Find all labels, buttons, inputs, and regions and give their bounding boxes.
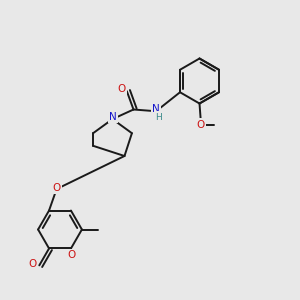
Text: N: N — [109, 112, 117, 122]
Text: O: O — [117, 84, 126, 94]
Text: H: H — [155, 112, 161, 122]
Text: O: O — [28, 260, 37, 269]
Text: O: O — [68, 250, 76, 260]
Text: O: O — [52, 183, 61, 193]
Text: N: N — [152, 104, 160, 115]
Text: O: O — [196, 119, 205, 130]
